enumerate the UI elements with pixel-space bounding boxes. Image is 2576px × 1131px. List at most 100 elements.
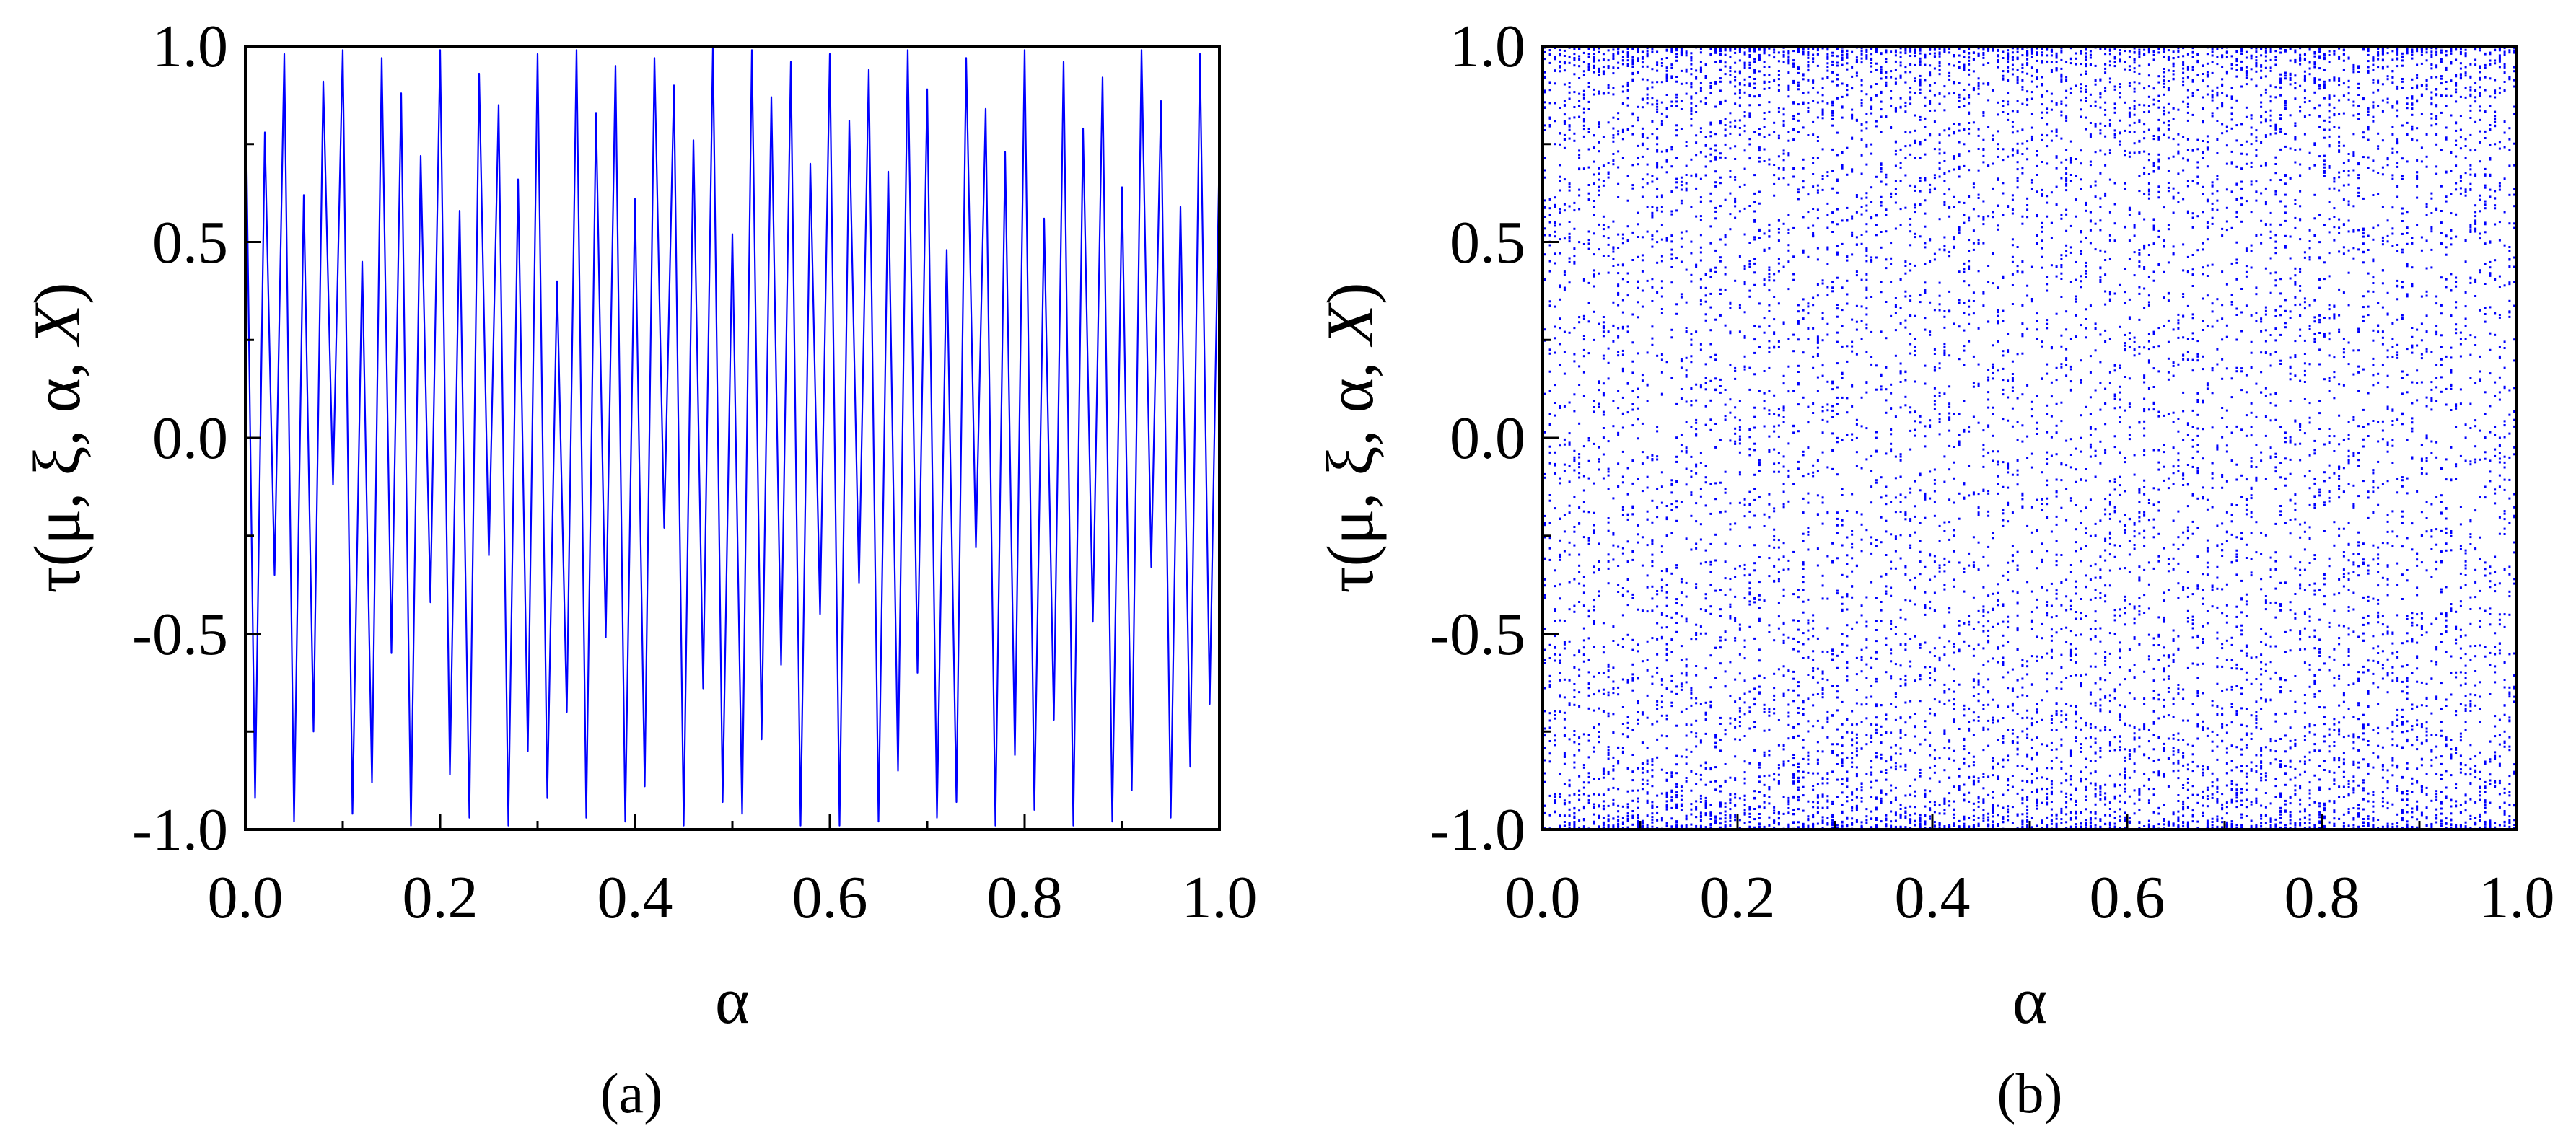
scatter-point — [1865, 113, 1868, 115]
scatter-point — [1626, 493, 1629, 496]
scatter-point — [1753, 569, 1756, 572]
scatter-point — [1709, 306, 1712, 309]
scatter-point — [1851, 231, 1854, 234]
scatter-point — [1709, 704, 1712, 707]
scatter-point — [1704, 144, 1707, 147]
scatter-point — [1860, 550, 1863, 553]
scatter-point — [1836, 307, 1839, 310]
scatter-point — [1812, 208, 1815, 210]
scatter-point — [1846, 173, 1849, 176]
scatter-point — [1665, 659, 1668, 662]
scatter-point — [1831, 432, 1834, 435]
scatter-point — [1543, 234, 1546, 237]
scatter-point — [1802, 126, 1805, 129]
scatter-point — [1724, 685, 1727, 688]
scatter-point — [1782, 674, 1785, 677]
scatter-point — [1821, 110, 1824, 113]
scatter-point — [1919, 48, 1922, 50]
scatter-point — [1680, 578, 1683, 581]
scatter-point — [1768, 340, 1771, 343]
scatter-point — [1699, 741, 1702, 744]
scatter-point — [1860, 648, 1863, 651]
scatter-point — [1904, 618, 1907, 621]
scatter-point — [1641, 178, 1644, 181]
scatter-point — [1680, 293, 1683, 296]
scatter-point — [1719, 826, 1722, 829]
scatter-point — [1593, 813, 1595, 816]
scatter-point — [1855, 750, 1858, 753]
scatter-point — [1943, 557, 1946, 560]
scatter-point — [1559, 164, 1561, 167]
scatter-point — [1841, 309, 1844, 312]
scatter-point — [1880, 516, 1883, 519]
scatter-point — [1777, 580, 1780, 583]
scatter-point — [1865, 717, 1868, 720]
scatter-point — [1568, 232, 1571, 235]
scatter-point — [1933, 479, 1936, 481]
scatter-point — [1617, 133, 1620, 136]
scatter-point — [1680, 434, 1683, 436]
scatter-point — [1919, 115, 1922, 118]
scatter-point — [1802, 450, 1805, 453]
scatter-point — [1836, 654, 1839, 657]
scatter-point — [1748, 157, 1751, 160]
scatter-point — [1670, 825, 1673, 828]
scatter-point — [1641, 762, 1644, 765]
scatter-point — [1587, 794, 1590, 797]
scatter-point — [1660, 371, 1663, 374]
scatter-point — [1797, 770, 1800, 773]
scatter-point — [1709, 512, 1712, 515]
scatter-point — [1729, 588, 1732, 591]
scatter-point — [1865, 529, 1868, 532]
scatter-point — [1924, 498, 1927, 501]
scatter-point — [1880, 53, 1883, 56]
scatter-point — [1792, 65, 1795, 68]
scatter-point — [1773, 194, 1776, 197]
scatter-point — [1826, 102, 1829, 105]
scatter-point — [1797, 48, 1800, 51]
scatter-point — [1559, 539, 1561, 542]
scatter-point — [1933, 468, 1936, 471]
scatter-point — [1909, 352, 1912, 355]
scatter-point — [1855, 804, 1858, 807]
scatter-point — [1695, 383, 1698, 386]
scatter-point — [1792, 128, 1795, 131]
scatter-point — [1768, 409, 1771, 412]
scatter-point — [1919, 60, 1922, 63]
scatter-point — [1660, 714, 1663, 717]
scatter-point — [1719, 102, 1722, 105]
scatter-point — [1626, 560, 1629, 563]
scatter-point — [1607, 749, 1610, 752]
scatter-point — [1758, 825, 1761, 828]
scatter-point — [1855, 320, 1858, 323]
scatter-point — [1782, 222, 1785, 225]
scatter-point — [1607, 715, 1610, 718]
scatter-point — [1802, 581, 1805, 584]
scatter-point — [1641, 374, 1644, 377]
scatter-point — [1865, 327, 1868, 330]
scatter-point — [1617, 292, 1620, 295]
scatter-point — [1612, 497, 1615, 500]
scatter-point — [1914, 635, 1916, 638]
scatter-point — [1582, 536, 1585, 539]
scatter-point — [1714, 498, 1717, 501]
scatter-point — [1602, 184, 1605, 187]
scatter-point — [1582, 120, 1585, 123]
scatter-point — [1719, 260, 1722, 263]
scatter-point — [1807, 531, 1810, 533]
scatter-point — [1929, 801, 1932, 804]
scatter-point — [1777, 134, 1780, 137]
scatter-point — [1612, 87, 1615, 89]
scatter-point — [1743, 574, 1746, 577]
scatter-point — [1933, 575, 1936, 578]
scatter-point — [1593, 173, 1595, 176]
scatter-point — [1860, 782, 1863, 785]
scatter-point — [1812, 402, 1815, 405]
scatter-point — [1773, 79, 1776, 82]
scatter-point — [1787, 559, 1790, 562]
scatter-point — [1797, 119, 1800, 122]
scatter-point — [1748, 84, 1751, 87]
scatter-point — [1758, 128, 1761, 130]
scatter-point — [1734, 576, 1737, 578]
scatter-point — [1631, 61, 1634, 63]
